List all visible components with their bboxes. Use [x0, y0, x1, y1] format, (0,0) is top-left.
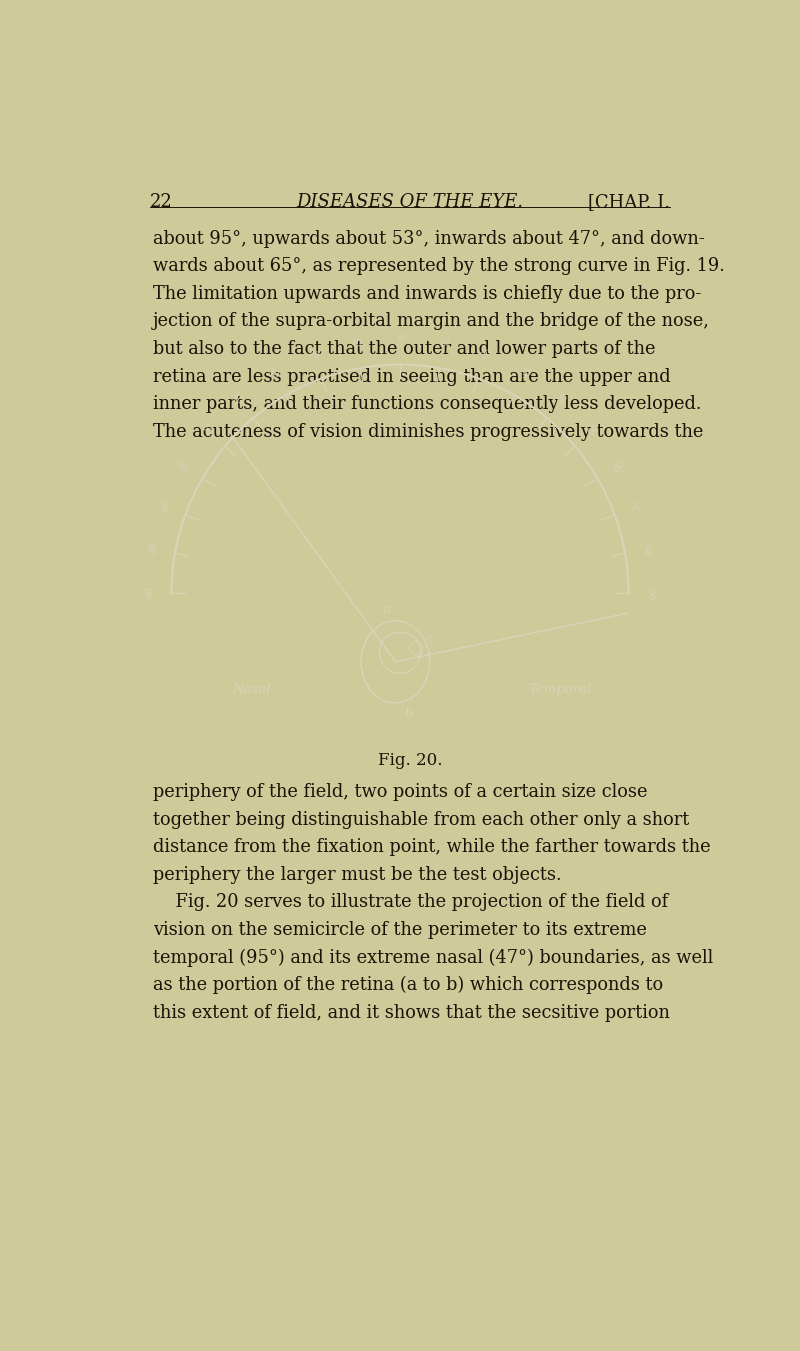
- Text: together being distinguishable from each other only a short: together being distinguishable from each…: [153, 811, 689, 828]
- Text: 50: 50: [587, 423, 602, 438]
- Text: 60: 60: [174, 459, 187, 474]
- Text: 0: 0: [397, 332, 403, 342]
- Text: 20: 20: [479, 349, 494, 361]
- Text: 70: 70: [632, 499, 645, 513]
- Text: 30: 30: [519, 366, 534, 381]
- Text: b: b: [405, 708, 413, 720]
- Text: wards about 65°, as represented by the strong curve in Fig. 19.: wards about 65°, as represented by the s…: [153, 257, 725, 276]
- Text: 40: 40: [555, 392, 570, 407]
- Text: 10: 10: [437, 338, 451, 349]
- Text: 30: 30: [266, 366, 281, 381]
- Text: Fig. 20 serves to illustrate the projection of the field of: Fig. 20 serves to illustrate the project…: [153, 893, 668, 912]
- Text: Temporal: Temporal: [528, 682, 592, 696]
- Text: periphery the larger must be the test objects.: periphery the larger must be the test ob…: [153, 866, 562, 884]
- Text: c: c: [426, 634, 433, 643]
- Text: about 95°, upwards about 53°, inwards about 47°, and down-: about 95°, upwards about 53°, inwards ab…: [153, 230, 705, 247]
- Text: 80: 80: [644, 542, 655, 555]
- Text: but also to the fact that the outer and lower parts of the: but also to the fact that the outer and …: [153, 340, 655, 358]
- Text: 90: 90: [650, 588, 658, 600]
- Text: retina are less practised in seeing than are the upper and: retina are less practised in seeing than…: [153, 367, 670, 385]
- Text: 90: 90: [142, 588, 150, 600]
- Text: a: a: [383, 603, 391, 616]
- Text: jection of the supra-orbital margin and the bridge of the nose,: jection of the supra-orbital margin and …: [153, 312, 710, 331]
- Text: 10: 10: [349, 338, 363, 349]
- Text: as the portion of the retina (a to b) which corresponds to: as the portion of the retina (a to b) wh…: [153, 977, 663, 994]
- Text: 40: 40: [230, 392, 245, 407]
- Text: 20: 20: [306, 349, 321, 361]
- Text: this extent of field, and it shows that the secsitive portion: this extent of field, and it shows that …: [153, 1004, 670, 1021]
- Text: DISEASES OF THE EYE.: DISEASES OF THE EYE.: [297, 193, 523, 211]
- Text: periphery of the field, two points of a certain size close: periphery of the field, two points of a …: [153, 784, 647, 801]
- Text: 50: 50: [198, 423, 213, 438]
- Text: The limitation upwards and inwards is chiefly due to the pro-: The limitation upwards and inwards is ch…: [153, 285, 701, 303]
- Text: 70: 70: [155, 499, 168, 513]
- Text: distance from the fixation point, while the farther towards the: distance from the fixation point, while …: [153, 838, 710, 857]
- Text: vision on the semicircle of the perimeter to its extreme: vision on the semicircle of the perimete…: [153, 921, 646, 939]
- Text: inner parts, and their functions consequently less developed.: inner parts, and their functions consequ…: [153, 394, 701, 413]
- Text: temporal (95°) and its extreme nasal (47°) boundaries, as well: temporal (95°) and its extreme nasal (47…: [153, 948, 713, 967]
- Text: Fig. 20.: Fig. 20.: [378, 753, 442, 769]
- Text: 22: 22: [150, 193, 172, 211]
- Text: Nasal: Nasal: [232, 682, 270, 696]
- Text: The acuteness of vision diminishes progressively towards the: The acuteness of vision diminishes progr…: [153, 423, 703, 440]
- Text: [CHAP. I.: [CHAP. I.: [588, 193, 670, 211]
- Text: 60: 60: [613, 459, 626, 474]
- Text: 80: 80: [145, 542, 156, 555]
